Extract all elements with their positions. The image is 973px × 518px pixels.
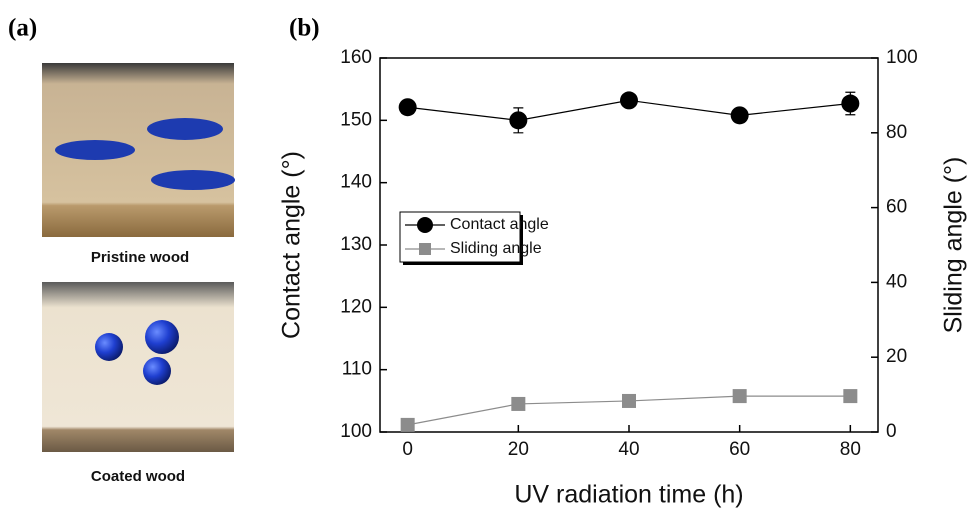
data-point	[398, 98, 417, 117]
x-tick-label: 20	[508, 439, 529, 460]
data-point	[400, 417, 415, 432]
y2-tick-label: 20	[886, 346, 907, 367]
photo-pristine	[42, 63, 235, 237]
data-point	[620, 91, 638, 110]
x-tick-label: 60	[729, 439, 750, 460]
y-tick-label: 110	[342, 359, 372, 380]
x-tick-label: 0	[402, 439, 413, 460]
legend-label: Sliding angle	[450, 240, 542, 257]
y2-axis-label: Sliding angle (°)	[940, 157, 968, 334]
data-point	[732, 389, 747, 404]
photo-caption: Pristine wood	[91, 249, 189, 266]
y2-tick-label: 100	[886, 47, 918, 68]
data-point	[841, 94, 860, 113]
data-point	[511, 396, 526, 411]
y-tick-label: 150	[340, 109, 372, 130]
y-tick-label: 100	[340, 421, 372, 442]
data-point	[622, 393, 636, 408]
y2-tick-label: 80	[886, 122, 907, 143]
y-tick-label: 120	[340, 296, 372, 317]
legend-label: Contact angle	[450, 216, 549, 233]
legend-marker	[419, 243, 431, 255]
panel-label: (a)	[8, 15, 37, 42]
x-tick-label: 80	[840, 439, 861, 460]
legend-marker	[417, 217, 433, 233]
y-axis-label: Contact angle (°)	[278, 151, 306, 339]
data-point	[509, 111, 528, 130]
y2-tick-label: 0	[886, 421, 897, 442]
panel-label: (b)	[289, 15, 320, 42]
y-tick-label: 130	[340, 234, 372, 255]
y-tick-label: 160	[340, 47, 372, 68]
y2-tick-label: 40	[886, 271, 907, 292]
y-tick-label: 140	[340, 172, 372, 193]
data-point	[843, 389, 858, 404]
data-point	[730, 106, 749, 125]
x-axis-label: UV radiation time (h)	[514, 481, 743, 509]
photo-caption: Coated wood	[91, 468, 185, 485]
x-tick-label: 40	[618, 439, 639, 460]
photo-coated	[42, 282, 234, 452]
y2-tick-label: 60	[886, 197, 907, 218]
